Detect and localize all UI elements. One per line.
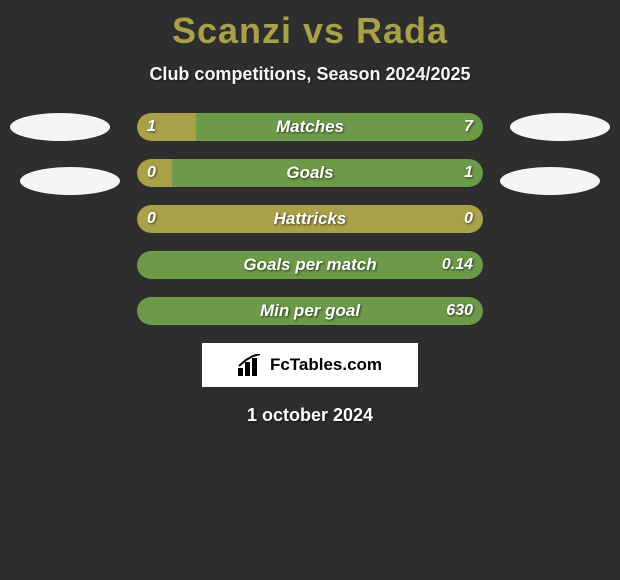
stat-row-goals: 0 Goals 1 xyxy=(137,159,483,187)
bar-chart-icon xyxy=(238,354,264,376)
fctables-logo: FcTables.com xyxy=(202,343,418,387)
player-photo-right-2 xyxy=(500,167,600,195)
bar-left xyxy=(137,205,483,233)
bar-left xyxy=(137,159,172,187)
comparison-chart: 1 Matches 7 0 Goals 1 0 Hattricks 0 Goal… xyxy=(0,113,620,426)
player-photo-left-2 xyxy=(20,167,120,195)
bar-right xyxy=(137,297,483,325)
page-title: Scanzi vs Rada xyxy=(0,0,620,52)
date-label: 1 october 2024 xyxy=(0,405,620,426)
logo-text: FcTables.com xyxy=(270,355,382,375)
stat-row-hattricks: 0 Hattricks 0 xyxy=(137,205,483,233)
bar-right xyxy=(137,251,483,279)
player-photo-left-1 xyxy=(10,113,110,141)
stat-row-min-per-goal: Min per goal 630 xyxy=(137,297,483,325)
bar-right xyxy=(196,113,483,141)
stat-row-goals-per-match: Goals per match 0.14 xyxy=(137,251,483,279)
bar-right xyxy=(172,159,483,187)
stat-row-matches: 1 Matches 7 xyxy=(137,113,483,141)
bar-left xyxy=(137,113,196,141)
player-photo-right-1 xyxy=(510,113,610,141)
subtitle: Club competitions, Season 2024/2025 xyxy=(0,64,620,85)
